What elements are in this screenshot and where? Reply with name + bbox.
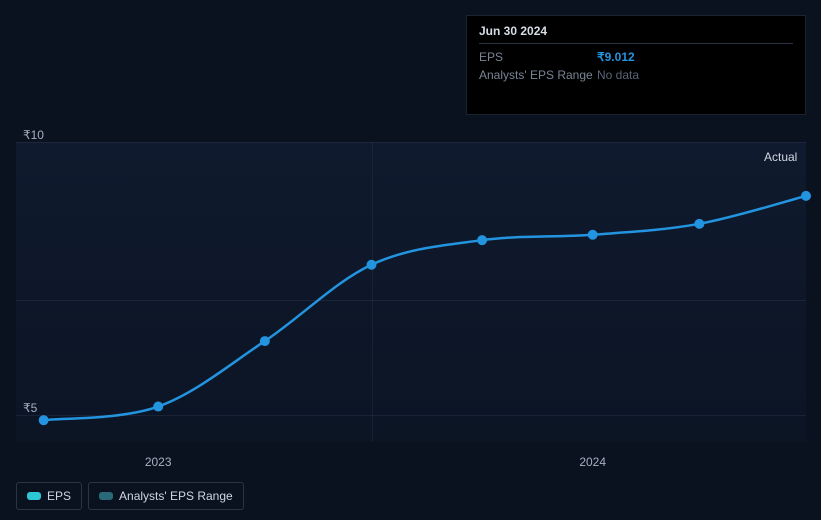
x-axis-label: 2024 (579, 455, 606, 469)
tooltip-rows: EPS₹9.012Analysts' EPS RangeNo data (479, 48, 793, 84)
tooltip-row-value: No data (597, 68, 639, 82)
grid-line (16, 415, 806, 416)
eps-chart: Actual Jun 30 2024 EPS₹9.012Analysts' EP… (0, 0, 821, 520)
grid-line (16, 300, 806, 301)
x-axis-label: 2023 (145, 455, 172, 469)
legend-swatch (27, 492, 41, 500)
tooltip-row: EPS₹9.012 (479, 48, 793, 66)
legend-label: EPS (47, 489, 71, 503)
data-point[interactable] (478, 236, 487, 245)
legend-label: Analysts' EPS Range (119, 489, 233, 503)
divider-line (372, 142, 373, 442)
eps-line (44, 196, 806, 420)
chart-tooltip: Jun 30 2024 EPS₹9.012Analysts' EPS Range… (466, 15, 806, 115)
y-axis-label: ₹5 (23, 401, 37, 415)
legend-item[interactable]: EPS (16, 482, 82, 510)
data-point[interactable] (39, 416, 48, 425)
legend: EPS Analysts' EPS Range (16, 482, 244, 510)
data-point[interactable] (260, 337, 269, 346)
data-point[interactable] (588, 230, 597, 239)
tooltip-row-value: ₹9.012 (597, 50, 635, 64)
legend-swatch (99, 492, 113, 500)
data-point[interactable] (695, 219, 704, 228)
tooltip-row: Analysts' EPS RangeNo data (479, 66, 793, 84)
tooltip-date: Jun 30 2024 (479, 24, 793, 44)
grid-line (16, 142, 806, 143)
data-point[interactable] (802, 191, 811, 200)
legend-item[interactable]: Analysts' EPS Range (88, 482, 244, 510)
data-point[interactable] (154, 402, 163, 411)
tooltip-row-label: EPS (479, 50, 597, 64)
tooltip-row-label: Analysts' EPS Range (479, 68, 597, 82)
actual-label: Actual (764, 150, 797, 164)
y-axis-label: ₹10 (23, 128, 44, 142)
